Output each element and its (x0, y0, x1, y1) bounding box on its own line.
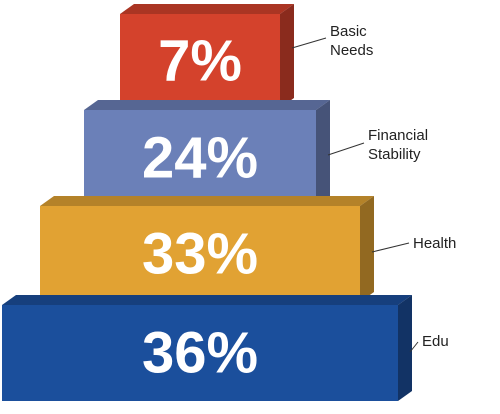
leader-line (409, 341, 419, 353)
category-label: Health (413, 235, 457, 252)
leader-line (291, 37, 327, 49)
leader-line (327, 142, 365, 156)
leader-line (371, 242, 410, 253)
block-side (398, 295, 412, 401)
block (40, 206, 360, 302)
category-label: Edu (422, 333, 449, 350)
value-label: 36% (142, 320, 258, 385)
block (84, 110, 316, 206)
block-top (120, 4, 294, 14)
block-top (40, 196, 374, 206)
block-side (360, 196, 374, 302)
block-side (316, 100, 330, 206)
block (120, 14, 280, 108)
block (2, 305, 398, 401)
value-label: 7% (158, 28, 242, 93)
block-side (280, 4, 294, 108)
block-top (84, 100, 330, 110)
value-label: 24% (142, 125, 258, 190)
block-top (2, 295, 412, 305)
category-label: Financial Stability (368, 127, 429, 163)
value-label: 33% (142, 221, 258, 286)
category-label: Basic Needs (330, 23, 374, 59)
